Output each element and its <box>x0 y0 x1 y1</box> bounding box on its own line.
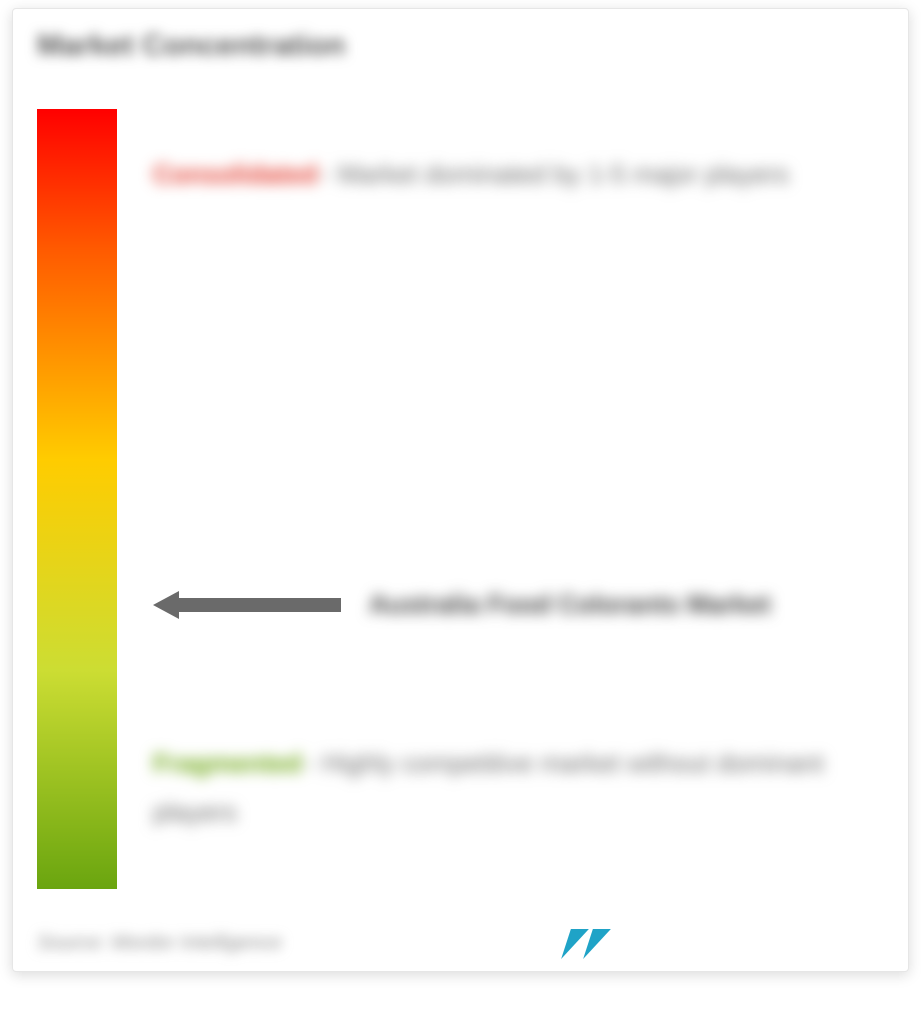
source-text: Source: Mordor Intelligence <box>37 932 282 955</box>
brand-logo-icon <box>566 929 606 959</box>
card: Market Concentration Consolidated - Mark… <box>12 8 909 972</box>
consolidated-row: Consolidated - Market dominated by 1-5 m… <box>153 159 884 190</box>
consolidated-desc: - Market dominated by 1-5 major players <box>322 159 789 189</box>
arrow-left-icon <box>153 591 341 619</box>
consolidated-label: Consolidated <box>153 159 318 189</box>
arrow-head <box>153 591 179 619</box>
pointer-row: Australia Food Colorants Market <box>153 589 884 620</box>
fragmented-row: Fragmented - Highly competitive market w… <box>153 739 884 838</box>
arrow-body <box>179 598 341 612</box>
page-title: Market Concentration <box>37 29 345 63</box>
pointer-label: Australia Food Colorants Market <box>369 589 771 620</box>
fragmented-label: Fragmented <box>153 748 302 778</box>
concentration-scale <box>37 109 117 889</box>
